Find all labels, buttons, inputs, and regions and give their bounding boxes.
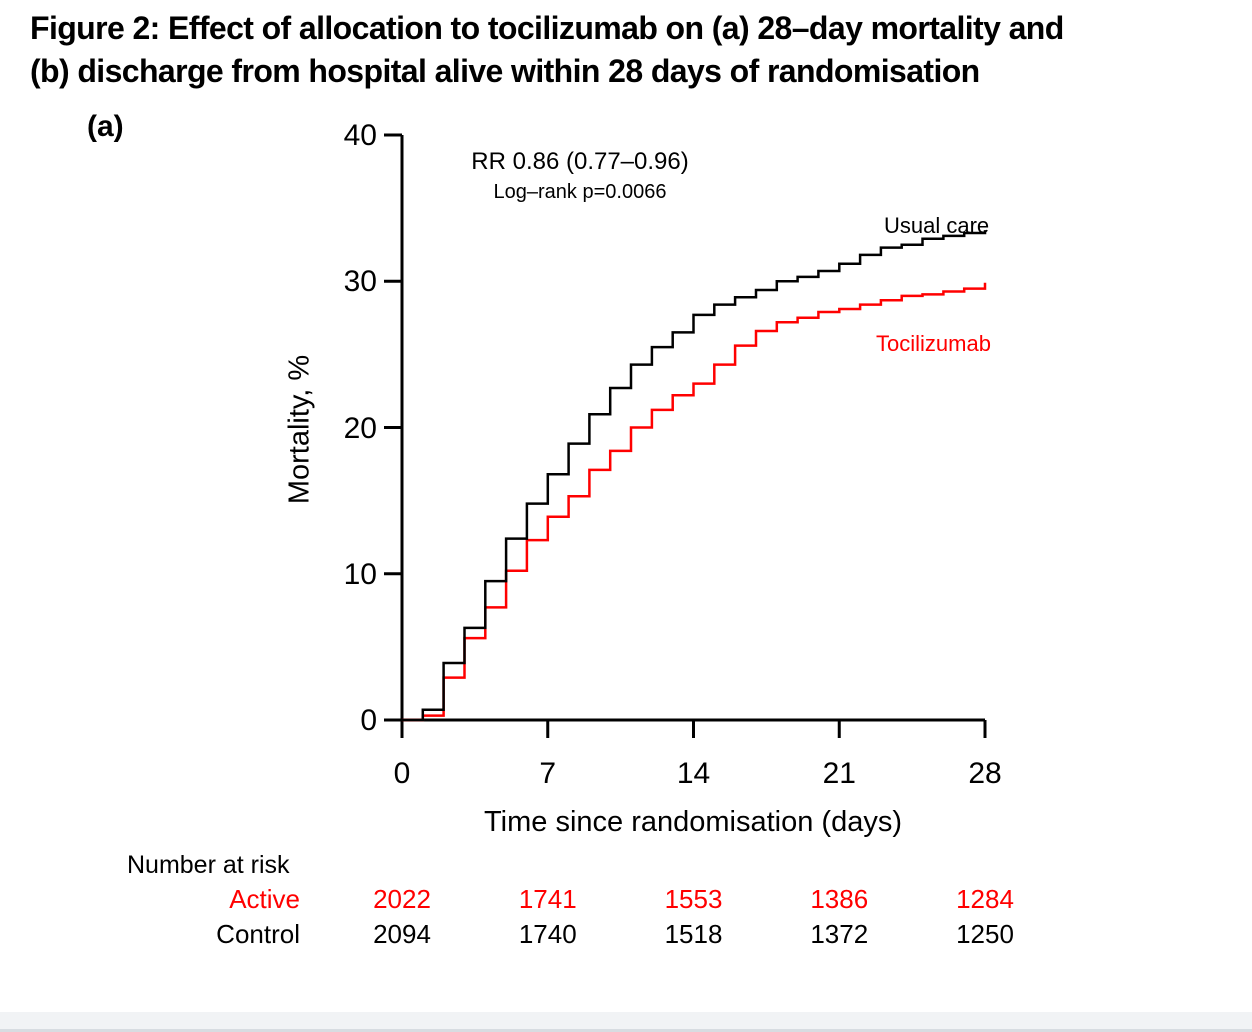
figure-title-line1: Figure 2: Effect of allocation to tocili… (30, 10, 1064, 46)
x-tick-label-21: 21 (822, 757, 856, 790)
x-tick-label-14: 14 (676, 757, 711, 790)
at-risk-value: 1386 (810, 884, 869, 914)
usual-care-curve (402, 230, 987, 722)
risk-ratio-annotation: RR 0.86 (0.77–0.96) (471, 148, 689, 175)
logrank-annotation: Log–rank p=0.0066 (493, 181, 667, 203)
at-risk-row-label-active: Active (229, 884, 300, 914)
at-risk-value: 1284 (956, 884, 1014, 914)
y-tick-label-0: 0 (360, 704, 377, 737)
number-at-risk-header: Number at risk (127, 851, 290, 879)
y-tick-label-30: 30 (343, 265, 377, 299)
at-risk-row-label-control: Control (216, 919, 300, 949)
at-risk-value: 2022 (373, 884, 431, 914)
at-risk-value: 1250 (956, 919, 1014, 949)
x-tick-label-0: 0 (393, 757, 411, 790)
x-tick-label-28: 28 (968, 757, 1002, 790)
at-risk-value: 1518 (664, 919, 723, 949)
at-risk-value: 1553 (664, 884, 723, 914)
figure-title-line2: (b) discharge from hospital alive within… (30, 53, 980, 89)
x-tick-label-7: 7 (539, 757, 557, 790)
at-risk-value: 1740 (518, 919, 577, 949)
page-footer-band (0, 1012, 1252, 1032)
y-tick-label-10: 10 (343, 557, 377, 591)
at-risk-value: 1741 (518, 884, 577, 914)
panel-a-label: (a) (87, 110, 124, 143)
tocilizumab-curve-label: Tocilizumab (876, 331, 991, 356)
at-risk-value: 2094 (373, 919, 431, 949)
x-axis-title: Time since randomisation (days) (484, 806, 902, 838)
at-risk-value: 1372 (810, 919, 869, 949)
tocilizumab-curve (402, 282, 987, 722)
usual-care-curve-label: Usual care (884, 213, 990, 238)
y-tick-label-40: 40 (343, 119, 377, 152)
y-tick-label-20: 20 (343, 411, 377, 445)
